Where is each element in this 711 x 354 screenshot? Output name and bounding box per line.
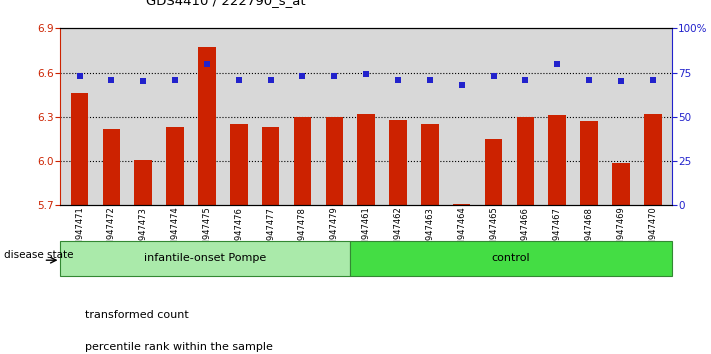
Bar xyxy=(580,121,598,205)
Bar xyxy=(358,114,375,205)
Bar xyxy=(389,120,407,205)
Point xyxy=(360,72,372,77)
Bar xyxy=(294,117,311,205)
Bar xyxy=(517,117,534,205)
Bar xyxy=(134,160,152,205)
Point xyxy=(552,61,563,67)
Text: infantile-onset Pompe: infantile-onset Pompe xyxy=(144,253,267,263)
Bar xyxy=(485,139,502,205)
Bar xyxy=(60,241,350,276)
Point xyxy=(265,77,277,82)
Bar xyxy=(612,162,630,205)
Point xyxy=(647,77,658,82)
Bar xyxy=(198,47,215,205)
Bar xyxy=(230,124,247,205)
Text: transformed count: transformed count xyxy=(85,310,189,320)
Point xyxy=(74,73,85,79)
Bar xyxy=(326,117,343,205)
Bar xyxy=(262,127,279,205)
Point xyxy=(584,77,595,82)
Point xyxy=(296,73,308,79)
Bar xyxy=(548,115,566,205)
Point xyxy=(392,77,404,82)
Point xyxy=(328,73,340,79)
Point xyxy=(615,79,626,84)
Bar xyxy=(166,127,184,205)
Bar xyxy=(453,204,471,205)
Point xyxy=(456,82,467,88)
Text: percentile rank within the sample: percentile rank within the sample xyxy=(85,342,273,352)
Point xyxy=(488,73,499,79)
Point xyxy=(137,79,149,84)
Point xyxy=(106,77,117,82)
Point xyxy=(233,77,245,82)
Point xyxy=(201,61,213,67)
Bar xyxy=(644,114,661,205)
Point xyxy=(169,77,181,82)
Text: control: control xyxy=(492,253,530,263)
Bar xyxy=(102,129,120,205)
Bar xyxy=(421,124,439,205)
Point xyxy=(520,77,531,82)
Bar xyxy=(350,241,672,276)
Text: GDS4410 / 222790_s_at: GDS4410 / 222790_s_at xyxy=(146,0,306,7)
Point xyxy=(424,77,436,82)
Bar xyxy=(71,93,88,205)
Text: disease state: disease state xyxy=(4,250,73,260)
